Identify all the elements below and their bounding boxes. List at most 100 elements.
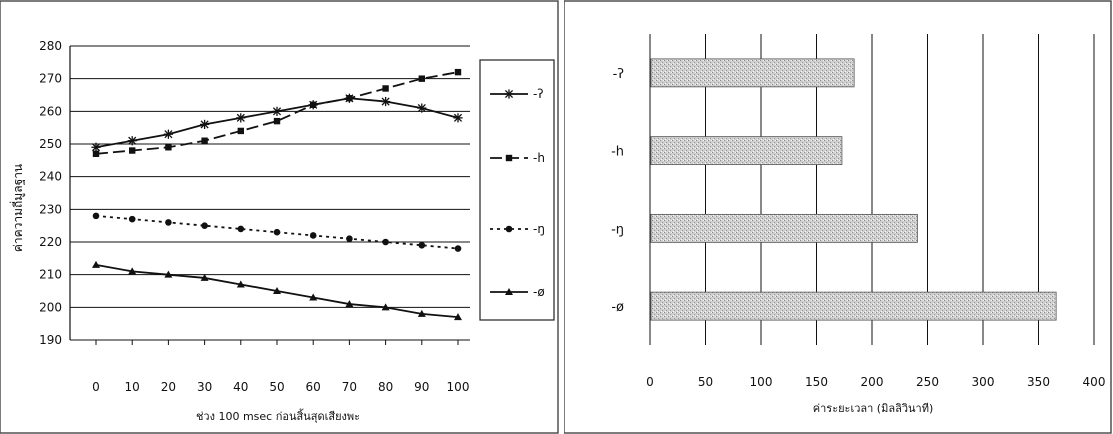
y-tick-label: 250 — [39, 137, 62, 151]
series-point — [236, 113, 246, 123]
y-tick-label: 270 — [39, 72, 62, 86]
x-tick-label: 90 — [414, 380, 429, 394]
y-tick-label: 210 — [39, 268, 62, 282]
series-point — [273, 287, 281, 294]
bar-chart-bars — [650, 58, 1057, 321]
series-point — [346, 95, 353, 102]
y-tick-label: 240 — [39, 170, 62, 184]
y-tick-label: 220 — [39, 235, 62, 249]
series-point — [454, 313, 462, 321]
series-point — [417, 309, 426, 317]
bar-x-axis-label: ค่าระยะเวลา (มิลลิวินาที) — [813, 402, 934, 415]
x-tick-label: 50 — [698, 375, 713, 389]
series-point — [382, 238, 389, 246]
legend-label: -ŋ — [533, 222, 545, 236]
series-point — [309, 293, 318, 301]
line-chart-panel: 190 200 210 220 230 240 250 260 270 280 0 10 20 30 40 5… — [0, 0, 559, 434]
series-point — [272, 106, 282, 116]
category-label: -h — [611, 145, 624, 160]
series-point — [128, 215, 136, 223]
legend-label: -h — [533, 151, 545, 165]
x-tick-label: 60 — [306, 380, 321, 394]
series-point — [92, 150, 100, 157]
series-point — [345, 300, 354, 308]
legend-label: -ʔ — [533, 87, 543, 101]
series-point — [164, 270, 173, 278]
x-tick-label: 20 — [161, 380, 176, 394]
x-tick-label: 10 — [125, 380, 140, 394]
series-point — [417, 103, 427, 113]
bar — [650, 136, 843, 166]
series-point — [453, 113, 463, 123]
bar — [650, 213, 918, 243]
series-point — [418, 241, 426, 249]
series-point — [418, 75, 425, 82]
series-point — [92, 212, 100, 220]
series-point — [237, 225, 245, 233]
series-point — [128, 267, 137, 275]
bar-chart-ticks: 0 50 100 150 200 250 300 350 400 -ʔ -h -ŋ -ø — [611, 67, 1105, 389]
line-chart-series — [91, 68, 463, 321]
series-point — [200, 119, 210, 129]
bar-chart-panel: 0 50 100 150 200 250 300 350 400 -ʔ -h -ŋ -ø ค่าระยะ… — [564, 0, 1112, 434]
x-tick-label: 40 — [233, 380, 248, 394]
series-point — [382, 85, 389, 92]
x-tick-label: 30 — [197, 380, 212, 394]
legend-label: -ø — [533, 285, 545, 299]
series-point — [165, 219, 172, 226]
x-tick-label: 200 — [861, 375, 884, 389]
series-point — [381, 303, 390, 311]
y-tick-label: 190 — [39, 333, 62, 347]
series-point — [201, 222, 208, 229]
legend-marker — [505, 288, 513, 295]
series-point — [309, 232, 317, 239]
category-label: -ø — [611, 300, 624, 315]
x-tick-label: 70 — [342, 380, 357, 394]
series-point — [237, 127, 244, 135]
legend: -ʔ -h -ŋ -ø — [490, 87, 545, 299]
x-tick-label: 80 — [378, 380, 393, 394]
series-point — [129, 147, 136, 154]
bar — [650, 291, 1057, 321]
y-axis-label: ค่าความถี่มูลฐาน — [9, 164, 26, 252]
y-tick-label: 260 — [39, 104, 62, 118]
legend-marker — [505, 154, 513, 162]
x-tick-label: 0 — [92, 380, 100, 394]
x-tick-label: 400 — [1083, 375, 1106, 389]
x-tick-label: 50 — [269, 380, 284, 394]
x-tick-label: 100 — [750, 375, 773, 389]
series-point — [92, 260, 100, 268]
series-point — [273, 228, 281, 236]
series-point — [91, 142, 101, 152]
x-tick-label: 100 — [447, 380, 470, 394]
x-tick-label: 300 — [972, 375, 995, 389]
series-point — [273, 117, 281, 125]
series-line — [95, 71, 459, 155]
x-tick-label: 0 — [646, 375, 654, 389]
series-point — [454, 245, 462, 252]
series-point — [163, 129, 173, 139]
series-point — [454, 68, 462, 76]
series-point — [236, 280, 245, 288]
series-point — [346, 235, 353, 243]
series-point — [381, 96, 391, 107]
series-point — [127, 136, 137, 146]
series-point — [165, 144, 172, 151]
series-point — [310, 101, 317, 108]
y-tick-label: 200 — [39, 300, 62, 314]
series-point — [201, 137, 208, 144]
category-label: -ŋ — [611, 222, 624, 237]
x-tick-label: 150 — [805, 375, 828, 389]
line-chart-frame — [0, 0, 559, 434]
y-tick-label: 230 — [39, 202, 62, 216]
line-chart-ticks: 190 200 210 220 230 240 250 260 270 280 0 10 20 30 40 5… — [39, 39, 469, 394]
y-tick-label: 280 — [39, 39, 62, 53]
bar — [650, 58, 855, 88]
series-line — [95, 214, 459, 250]
line-chart-gridlines — [69, 45, 470, 341]
x-tick-label: 250 — [916, 375, 939, 389]
category-label: -ʔ — [613, 67, 624, 82]
x-tick-label: 350 — [1027, 375, 1050, 389]
legend-marker — [505, 225, 513, 233]
